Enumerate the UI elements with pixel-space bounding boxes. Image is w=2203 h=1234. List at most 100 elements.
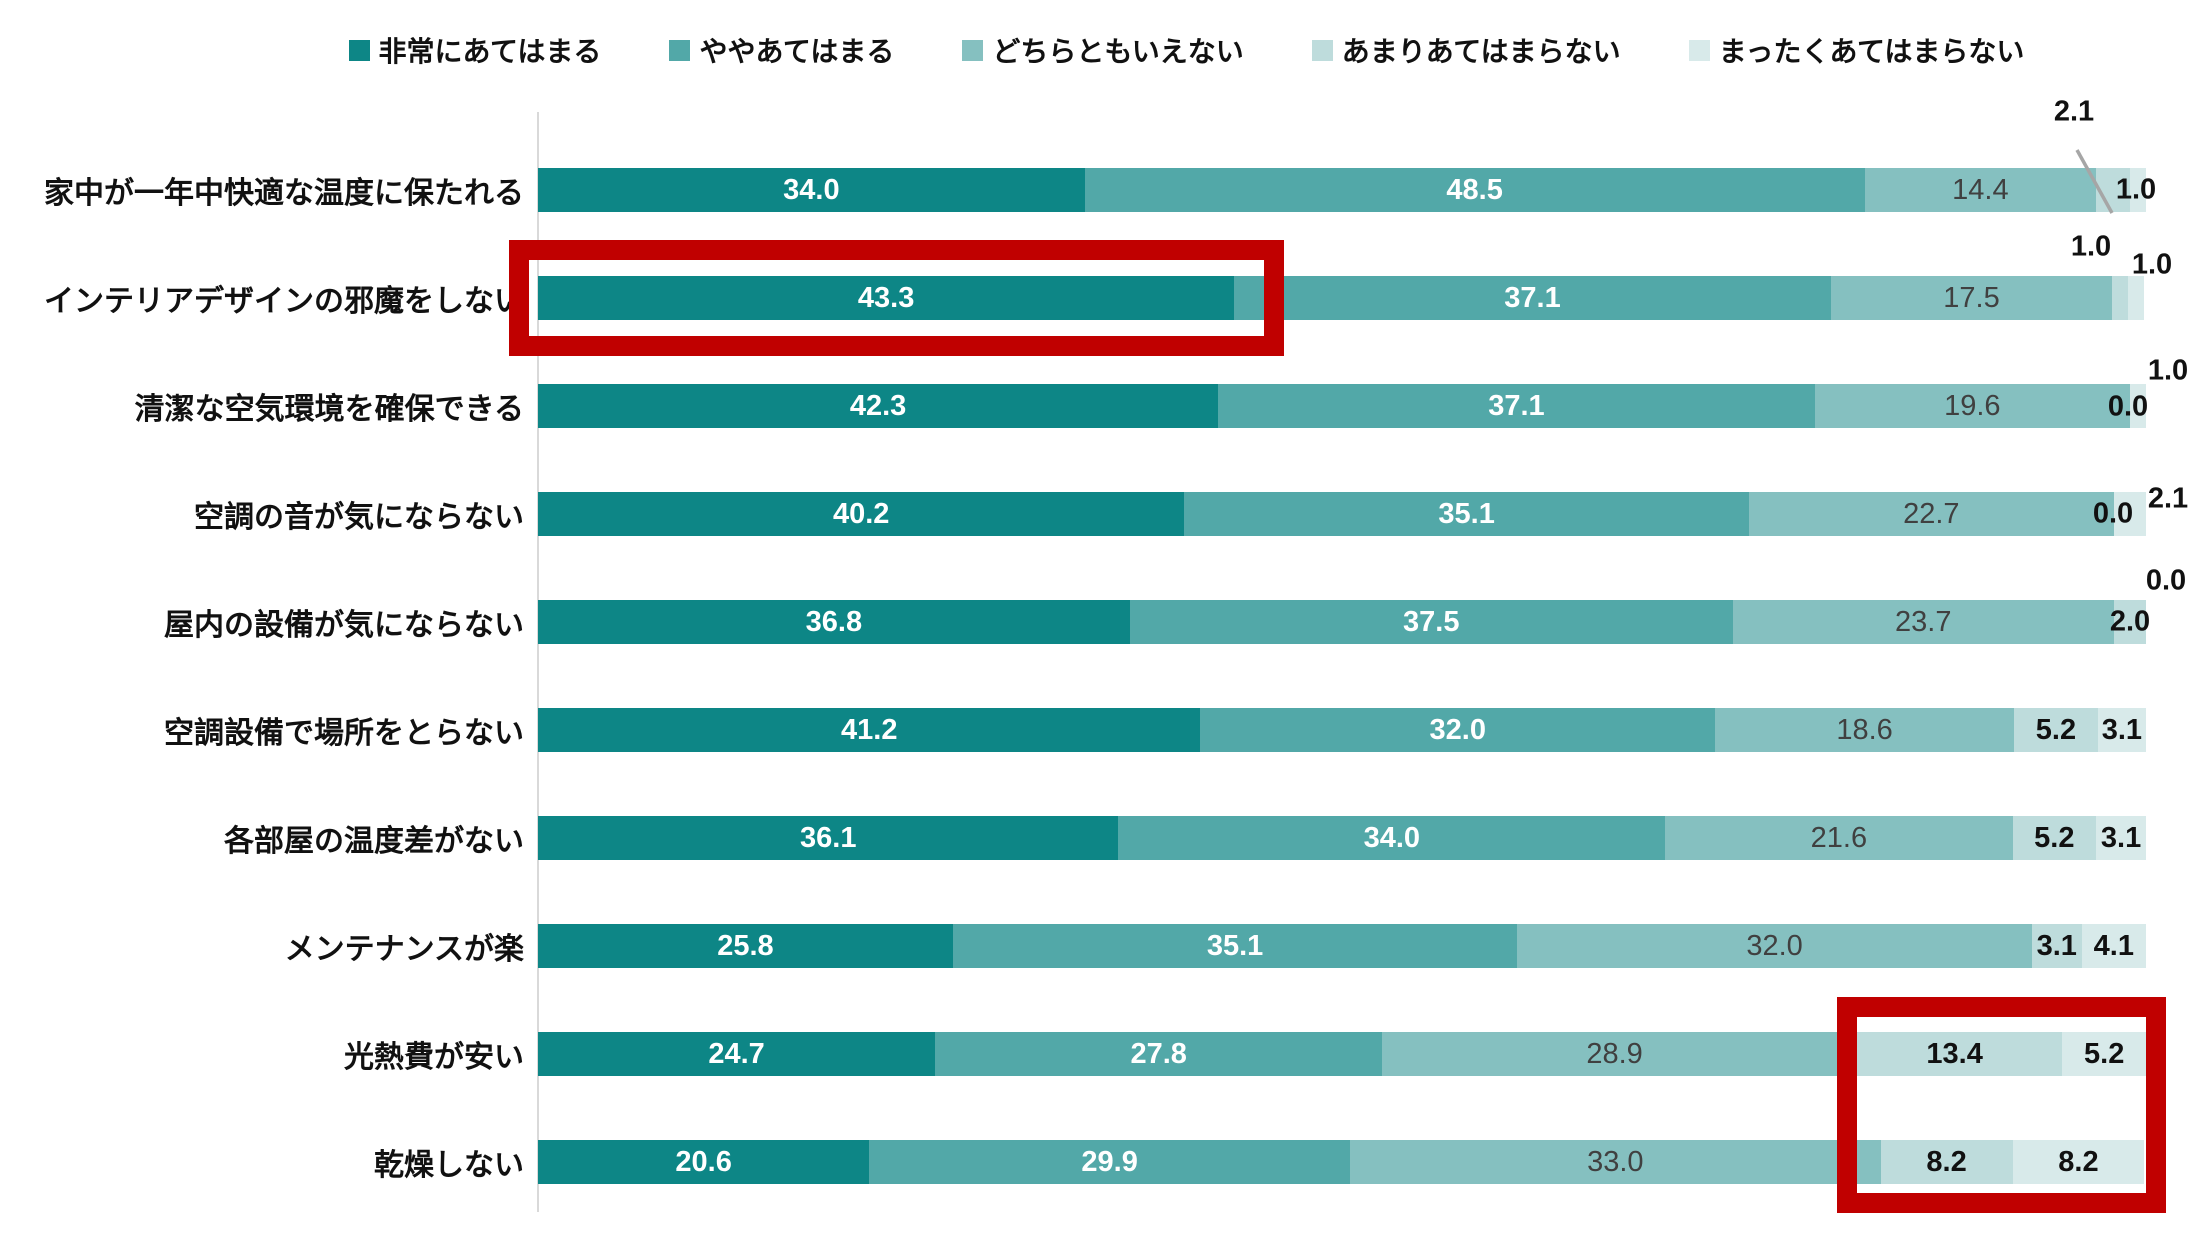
value-label: 18.6 <box>1836 713 1893 746</box>
bar-segment <box>2113 600 2146 644</box>
bar-segment <box>2062 1032 2146 1076</box>
legend-item: ややあてはまる <box>669 30 894 70</box>
category-label: 各部屋の温度差がない <box>224 825 524 858</box>
category-label: 家中が一年中快適な温度に保たれる <box>44 177 524 210</box>
value-label: 19.6 <box>1944 389 2001 422</box>
bar-segment <box>1218 384 1815 428</box>
value-label: 20.6 <box>675 1145 732 1178</box>
value-label-outside: 1.0 <box>2147 354 2189 387</box>
legend-item: どちらともいえない <box>962 30 1244 70</box>
legend-label: まったくあてはまらない <box>1718 36 2025 67</box>
value-label: 40.2 <box>832 497 890 530</box>
bar-segment <box>1732 600 2114 644</box>
value-label: 8.2 <box>1926 1145 1967 1178</box>
value-label: 32.0 <box>1746 929 1803 962</box>
bar-segment <box>538 600 1130 644</box>
category-label: 清潔な空気環境を確保できる <box>134 393 524 426</box>
value-label: 24.7 <box>708 1037 765 1070</box>
legend-swatch-icon <box>348 39 370 61</box>
value-label: 3.1 <box>2100 821 2142 854</box>
bar-segment <box>1748 492 2114 536</box>
bar-segment <box>1234 276 1831 320</box>
bar-segment <box>1129 600 1733 644</box>
bar-segment <box>1382 1032 1847 1076</box>
legend-label: あまりあてはまらない <box>1341 36 1621 67</box>
bar-segment <box>2112 276 2129 320</box>
value-label: 35.1 <box>1206 929 1264 962</box>
bar-segment <box>2128 276 2145 320</box>
value-label: 37.1 <box>1488 389 1545 422</box>
value-label: 37.5 <box>1403 605 1460 638</box>
value-label-outside: 0.0 <box>2145 564 2187 597</box>
category-label: インテリアデザインの邪魔をしない <box>44 285 524 318</box>
value-label: 21.6 <box>1810 821 1868 854</box>
legend-label: 非常にあてはまる <box>378 36 602 67</box>
value-label: 33.0 <box>1587 1145 1644 1178</box>
bar-segment <box>1665 816 2013 860</box>
value-label: 36.8 <box>805 605 863 638</box>
y-axis-line <box>537 112 539 1212</box>
chart-legend: 非常にあてはまる ややあてはまる どちらともいえない あまりあてはまらない まったくあて… <box>170 26 2203 74</box>
category-label: 乾燥しない <box>374 1149 524 1182</box>
legend-label: どちらともいえない <box>992 36 1244 67</box>
value-label: 32.0 <box>1429 713 1486 746</box>
highlight-box <box>1837 997 2166 1213</box>
bar-segment <box>538 168 1085 212</box>
bar-segment <box>1880 1140 2013 1184</box>
value-label: 14.4 <box>1952 173 2009 206</box>
bar-segment <box>2014 708 2098 752</box>
bar-segment <box>1846 1032 2063 1076</box>
value-label: 3.1 <box>2036 929 2077 962</box>
value-label: 48.5 <box>1446 173 1503 206</box>
legend-swatch-icon <box>1688 39 1710 61</box>
value-label: 43.3 <box>857 281 915 314</box>
bar-segment <box>1184 492 1749 536</box>
bar-segment <box>1830 276 2113 320</box>
bar-segment <box>1814 384 2130 428</box>
value-label: 5.2 <box>2034 821 2075 854</box>
value-label-outside: 0.0 <box>2107 390 2149 423</box>
legend-swatch-icon <box>1311 39 1333 61</box>
bar-segment <box>538 276 1235 320</box>
bar-segment <box>1200 708 1716 752</box>
category-label: 空調設備で場所をとらない <box>164 717 524 750</box>
bar-segment <box>869 1140 1351 1184</box>
bar-segment <box>2113 492 2146 536</box>
bar-segment <box>2096 816 2146 860</box>
bar-segment <box>538 492 1185 536</box>
category-label: 空調の音が気にならない <box>194 501 524 534</box>
bar-segment <box>1864 168 2097 212</box>
category-label: 屋内の設備が気にならない <box>164 609 524 642</box>
value-label: 3.1 <box>2101 713 2143 746</box>
bar-segment <box>2097 708 2146 752</box>
bar-segment <box>2081 924 2146 968</box>
bar-segment <box>2012 1140 2145 1184</box>
value-label: 41.2 <box>841 713 898 746</box>
bar-segment <box>2096 168 2130 212</box>
bar-segment <box>2031 924 2082 968</box>
bar-segment <box>952 924 1518 968</box>
legend-swatch-icon <box>962 39 984 61</box>
value-label-outside: 0.0 <box>2092 497 2134 530</box>
bar-segment <box>1350 1140 1881 1184</box>
legend-item: あまりあてはまらない <box>1311 30 1621 70</box>
value-label: 37.1 <box>1504 281 1561 314</box>
value-label: 36.1 <box>800 821 857 854</box>
bar-segment <box>2129 384 2146 428</box>
category-label: メンテナンスが楽 <box>284 933 524 966</box>
bar-segment <box>1715 708 2015 752</box>
value-label-outside: 1.0 <box>2115 173 2157 206</box>
value-label: 34.0 <box>1363 821 1421 854</box>
value-label: 5.2 <box>2084 1037 2125 1070</box>
value-label-outside: 2.0 <box>2109 605 2151 638</box>
value-label: 13.4 <box>1926 1037 1983 1070</box>
value-label-outside: 2.1 <box>2147 482 2189 515</box>
bar-segment <box>538 1032 936 1076</box>
bar-segment <box>538 816 1119 860</box>
value-label: 35.1 <box>1438 497 1495 530</box>
value-label: 23.7 <box>1895 605 1952 638</box>
value-label: 42.3 <box>849 389 907 422</box>
value-label: 34.0 <box>783 173 840 206</box>
